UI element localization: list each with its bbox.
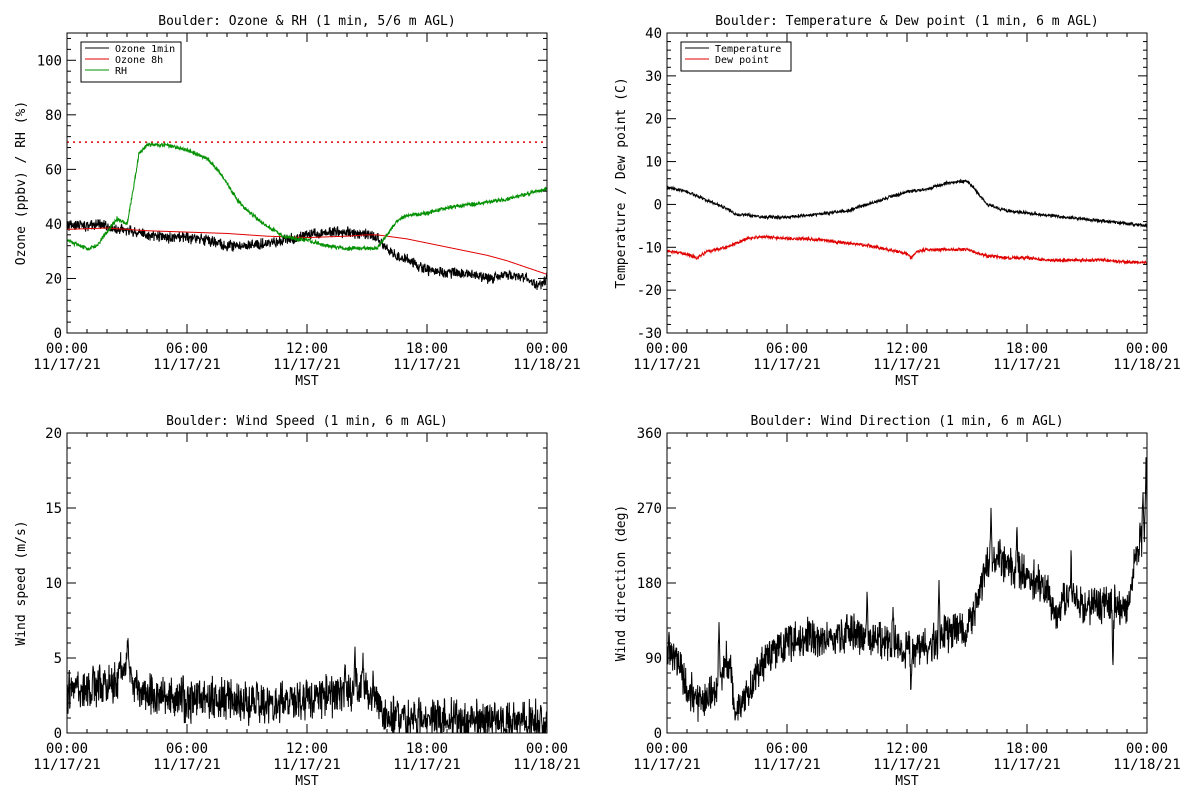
- chart-panel-2: Boulder: Temperature & Dew point (1 min,…: [614, 14, 1181, 389]
- x-tick-label-date: 11/17/21: [393, 757, 460, 773]
- y-tick-label: 0: [54, 726, 62, 742]
- x-tick-label-time: 06:00: [766, 341, 808, 357]
- series-line-1: [67, 638, 547, 733]
- y-tick-label: 20: [645, 112, 662, 128]
- x-tick-label-date: 11/17/21: [753, 357, 820, 373]
- x-tick-label-date: 11/17/21: [993, 757, 1060, 773]
- chart-title: Boulder: Ozone & RH (1 min, 5/6 m AGL): [158, 14, 455, 29]
- x-tick-label-time: 12:00: [886, 341, 928, 357]
- x-tick-label-date: 11/17/21: [873, 357, 940, 373]
- x-tick-label-time: 00:00: [1126, 341, 1168, 357]
- legend-label: Temperature: [715, 44, 781, 55]
- x-tick-label-time: 18:00: [1006, 741, 1048, 757]
- legend-label: Dew point: [715, 55, 769, 66]
- chart-title: Boulder: Wind Direction (1 min, 6 m AGL): [750, 414, 1063, 429]
- y-tick-label: 5: [54, 651, 62, 667]
- chart-panel-3: Boulder: Wind Speed (1 min, 6 m AGL) 0 5 10…: [14, 414, 581, 789]
- x-tick-label-time: 06:00: [166, 341, 208, 357]
- y-tick-label: 180: [637, 576, 662, 592]
- chart-title: Boulder: Temperature & Dew point (1 min,…: [715, 14, 1099, 29]
- x-axis-label: MST: [295, 374, 319, 389]
- y-tick-label: 100: [37, 53, 62, 69]
- x-tick-label-time: 00:00: [526, 741, 568, 757]
- y-tick-label: 360: [637, 426, 662, 442]
- y-tick-label: 90: [645, 651, 662, 667]
- series-line-1: [67, 219, 547, 291]
- x-tick-label-time: 00:00: [646, 341, 688, 357]
- x-tick-label-time: 12:00: [886, 741, 928, 757]
- legend-box: [80, 41, 182, 83]
- y-axis-label: Wind direction (deg): [614, 505, 629, 662]
- x-axis-label: MST: [295, 774, 319, 789]
- legend-label: RH: [115, 66, 127, 77]
- y-tick-label: 30: [645, 69, 662, 85]
- y-tick-label: 20: [45, 271, 62, 287]
- y-tick-label: 40: [45, 217, 62, 233]
- x-tick-label-time: 00:00: [1126, 741, 1168, 757]
- x-tick-label-date: 11/17/21: [273, 757, 340, 773]
- x-tick-label-time: 00:00: [46, 741, 88, 757]
- x-tick-label-time: 12:00: [286, 341, 328, 357]
- series-line-3: [67, 141, 547, 252]
- y-axis-label: Temperature / Dew point (C): [614, 77, 629, 288]
- y-tick-label: 60: [45, 162, 62, 178]
- x-tick-label-time: 18:00: [406, 341, 448, 357]
- y-tick-label: 0: [654, 197, 662, 213]
- y-tick-label: -30: [637, 326, 662, 342]
- x-tick-label-date: 11/17/21: [993, 357, 1060, 373]
- chart-panel-4: Boulder: Wind Direction (1 min, 6 m AGL)…: [614, 414, 1181, 789]
- legend-label: Ozone 8h: [115, 55, 163, 66]
- x-tick-label-date: 11/17/21: [873, 757, 940, 773]
- y-tick-label: 15: [45, 501, 62, 517]
- y-axis-label: Wind speed (m/s): [14, 520, 29, 645]
- y-tick-label: 270: [637, 501, 662, 517]
- x-tick-label-time: 06:00: [166, 741, 208, 757]
- x-tick-label-time: 06:00: [766, 741, 808, 757]
- x-tick-label-time: 18:00: [1006, 341, 1048, 357]
- y-axis-label: Ozone (ppbv) / RH (%): [14, 101, 29, 265]
- y-tick-label: -10: [637, 240, 662, 256]
- y-tick-label: -20: [637, 283, 662, 299]
- x-axis-label: MST: [895, 774, 919, 789]
- y-tick-label: 20: [45, 426, 62, 442]
- x-tick-label-date: 11/18/21: [1113, 357, 1180, 373]
- x-tick-label-date: 11/17/21: [633, 357, 700, 373]
- series-line-1: [667, 457, 1147, 722]
- series-line-2: [67, 227, 547, 275]
- y-tick-label: 10: [645, 155, 662, 171]
- x-tick-label-date: 11/18/21: [1113, 757, 1180, 773]
- x-tick-label-date: 11/17/21: [633, 757, 700, 773]
- chart-panel-1: Boulder: Ozone & RH (1 min, 5/6 m AGL) 0 2…: [14, 14, 581, 389]
- legend-label: Ozone 1min: [115, 44, 175, 55]
- x-tick-label-time: 18:00: [406, 741, 448, 757]
- x-tick-label-date: 11/18/21: [513, 357, 580, 373]
- y-tick-label: 0: [54, 326, 62, 342]
- x-tick-label-date: 11/17/21: [33, 757, 100, 773]
- x-tick-label-date: 11/17/21: [153, 357, 220, 373]
- x-tick-label-time: 00:00: [526, 341, 568, 357]
- y-tick-label: 0: [654, 726, 662, 742]
- y-tick-label: 10: [45, 576, 62, 592]
- x-axis-label: MST: [895, 374, 919, 389]
- x-tick-label-date: 11/17/21: [273, 357, 340, 373]
- x-tick-label-time: 12:00: [286, 741, 328, 757]
- y-tick-label: 80: [45, 108, 62, 124]
- x-tick-label-date: 11/17/21: [753, 757, 820, 773]
- x-tick-label-date: 11/18/21: [513, 757, 580, 773]
- x-tick-label-date: 11/17/21: [33, 357, 100, 373]
- chart-title: Boulder: Wind Speed (1 min, 6 m AGL): [166, 414, 448, 429]
- x-tick-label-date: 11/17/21: [153, 757, 220, 773]
- series-line-2: [667, 234, 1147, 266]
- x-tick-label-date: 11/17/21: [393, 357, 460, 373]
- legend-box: [680, 41, 792, 72]
- x-tick-label-time: 00:00: [646, 741, 688, 757]
- y-tick-label: 40: [645, 26, 662, 42]
- series-line-1: [667, 178, 1147, 228]
- x-tick-label-time: 00:00: [46, 341, 88, 357]
